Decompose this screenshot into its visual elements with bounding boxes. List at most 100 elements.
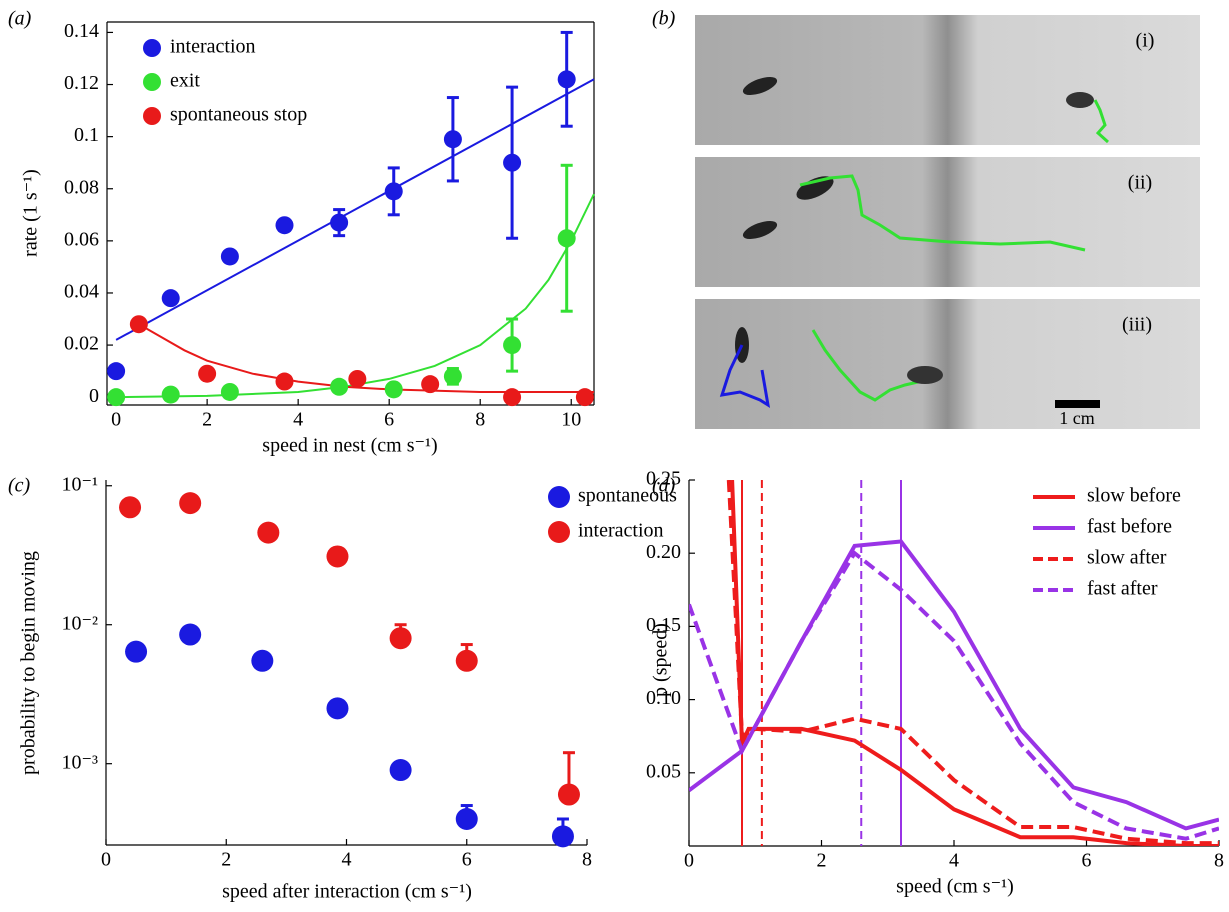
y-tick-label: 0.08 <box>64 176 99 198</box>
y-tick-label: 10⁻³ <box>61 751 98 773</box>
panel-label: (c) <box>8 475 31 497</box>
track <box>1093 99 1110 144</box>
point <box>443 367 462 386</box>
ant <box>796 176 834 200</box>
y-tick-label: 0 <box>89 385 99 407</box>
y-axis-label: p (speed) <box>650 623 672 697</box>
panel-label: (a) <box>8 8 32 30</box>
point <box>198 364 217 383</box>
y-tick-label: 0.12 <box>64 72 99 94</box>
legend-label: exit <box>170 70 200 92</box>
point <box>220 247 239 266</box>
frame-label: (iii) <box>1122 314 1152 336</box>
point <box>455 808 478 831</box>
series-line <box>726 480 1219 846</box>
x-tick-label: 2 <box>817 850 827 872</box>
y-tick-label: 0.15 <box>646 614 681 636</box>
y-tick-label: 0.25 <box>646 468 681 490</box>
point <box>389 627 412 650</box>
ant <box>742 76 778 96</box>
y-tick-label: 10⁻² <box>61 612 98 634</box>
point <box>107 362 126 381</box>
legend-label: fast before <box>1087 516 1172 538</box>
legend-label: slow after <box>1087 547 1167 569</box>
point <box>275 372 294 391</box>
legend-label: fast after <box>1087 578 1158 600</box>
point <box>119 496 142 519</box>
legend-swatch <box>548 521 570 543</box>
x-axis-label: speed after interaction (cm s⁻¹) <box>222 881 472 903</box>
plot-area <box>107 30 595 407</box>
fit-line <box>115 78 595 341</box>
point <box>384 182 403 201</box>
point <box>443 130 462 149</box>
plot-area <box>689 480 1219 846</box>
x-tick-label: 4 <box>293 409 303 431</box>
x-tick-label: 2 <box>202 409 212 431</box>
plot-area <box>119 492 580 848</box>
y-axis-label: rate (1 s⁻¹) <box>20 169 42 257</box>
legend-label: slow before <box>1087 485 1181 507</box>
y-tick-label: 0.06 <box>64 228 99 250</box>
point <box>161 385 180 404</box>
point <box>384 380 403 399</box>
point <box>557 783 580 806</box>
point <box>179 623 202 646</box>
x-tick-label: 4 <box>949 850 959 872</box>
y-tick-label: 0.10 <box>646 687 681 709</box>
y-axis-label: probability to begin moving <box>18 551 40 775</box>
x-axis-label: speed in nest (cm s⁻¹) <box>262 435 437 457</box>
point <box>421 375 440 394</box>
x-tick-label: 10 <box>561 409 581 431</box>
frame-label: (ii) <box>1128 172 1152 194</box>
x-tick-label: 0 <box>111 409 121 431</box>
point <box>129 315 148 334</box>
x-axis-label: speed (cm s⁻¹) <box>896 876 1014 898</box>
point <box>161 289 180 308</box>
x-tick-label: 4 <box>342 849 352 871</box>
x-tick-label: 8 <box>582 849 592 871</box>
legend-label: spontaneous <box>578 485 677 507</box>
point <box>503 388 522 407</box>
track <box>811 329 936 402</box>
point <box>326 545 349 568</box>
legend-swatch <box>143 39 161 57</box>
x-tick-label: 0 <box>101 849 111 871</box>
point <box>455 649 478 672</box>
scale-bar <box>1055 400 1100 408</box>
panel-label: (d) <box>652 475 676 497</box>
legend-label: interaction <box>170 36 256 58</box>
y-tick-label: 0.04 <box>64 281 99 303</box>
point <box>257 521 280 544</box>
point <box>389 759 412 782</box>
y-tick-label: 10⁻¹ <box>61 473 98 495</box>
ant <box>907 366 943 384</box>
x-tick-label: 8 <box>1214 850 1224 872</box>
y-tick-label: 0.02 <box>64 333 99 355</box>
y-tick-label: 0.20 <box>646 541 681 563</box>
point <box>557 70 576 89</box>
point <box>503 336 522 355</box>
point <box>220 382 239 401</box>
x-tick-label: 6 <box>1082 850 1092 872</box>
point <box>557 229 576 248</box>
legend-label: spontaneous stop <box>170 104 307 126</box>
y-tick-label: 0.05 <box>646 760 681 782</box>
point <box>330 213 349 232</box>
y-tick-label: 0.14 <box>64 20 99 42</box>
y-tick-label: 0.1 <box>74 124 99 146</box>
x-tick-label: 6 <box>384 409 394 431</box>
ant <box>742 220 778 240</box>
point <box>107 388 126 407</box>
scale-bar-label: 1 cm <box>1059 408 1095 428</box>
video-frame <box>695 15 1200 145</box>
fit-line <box>116 193 595 399</box>
x-tick-label: 0 <box>684 850 694 872</box>
point <box>503 153 522 172</box>
series-line <box>689 550 1219 841</box>
point <box>125 640 148 663</box>
legend-swatch <box>548 486 570 508</box>
track <box>799 174 1086 252</box>
point <box>551 825 574 848</box>
